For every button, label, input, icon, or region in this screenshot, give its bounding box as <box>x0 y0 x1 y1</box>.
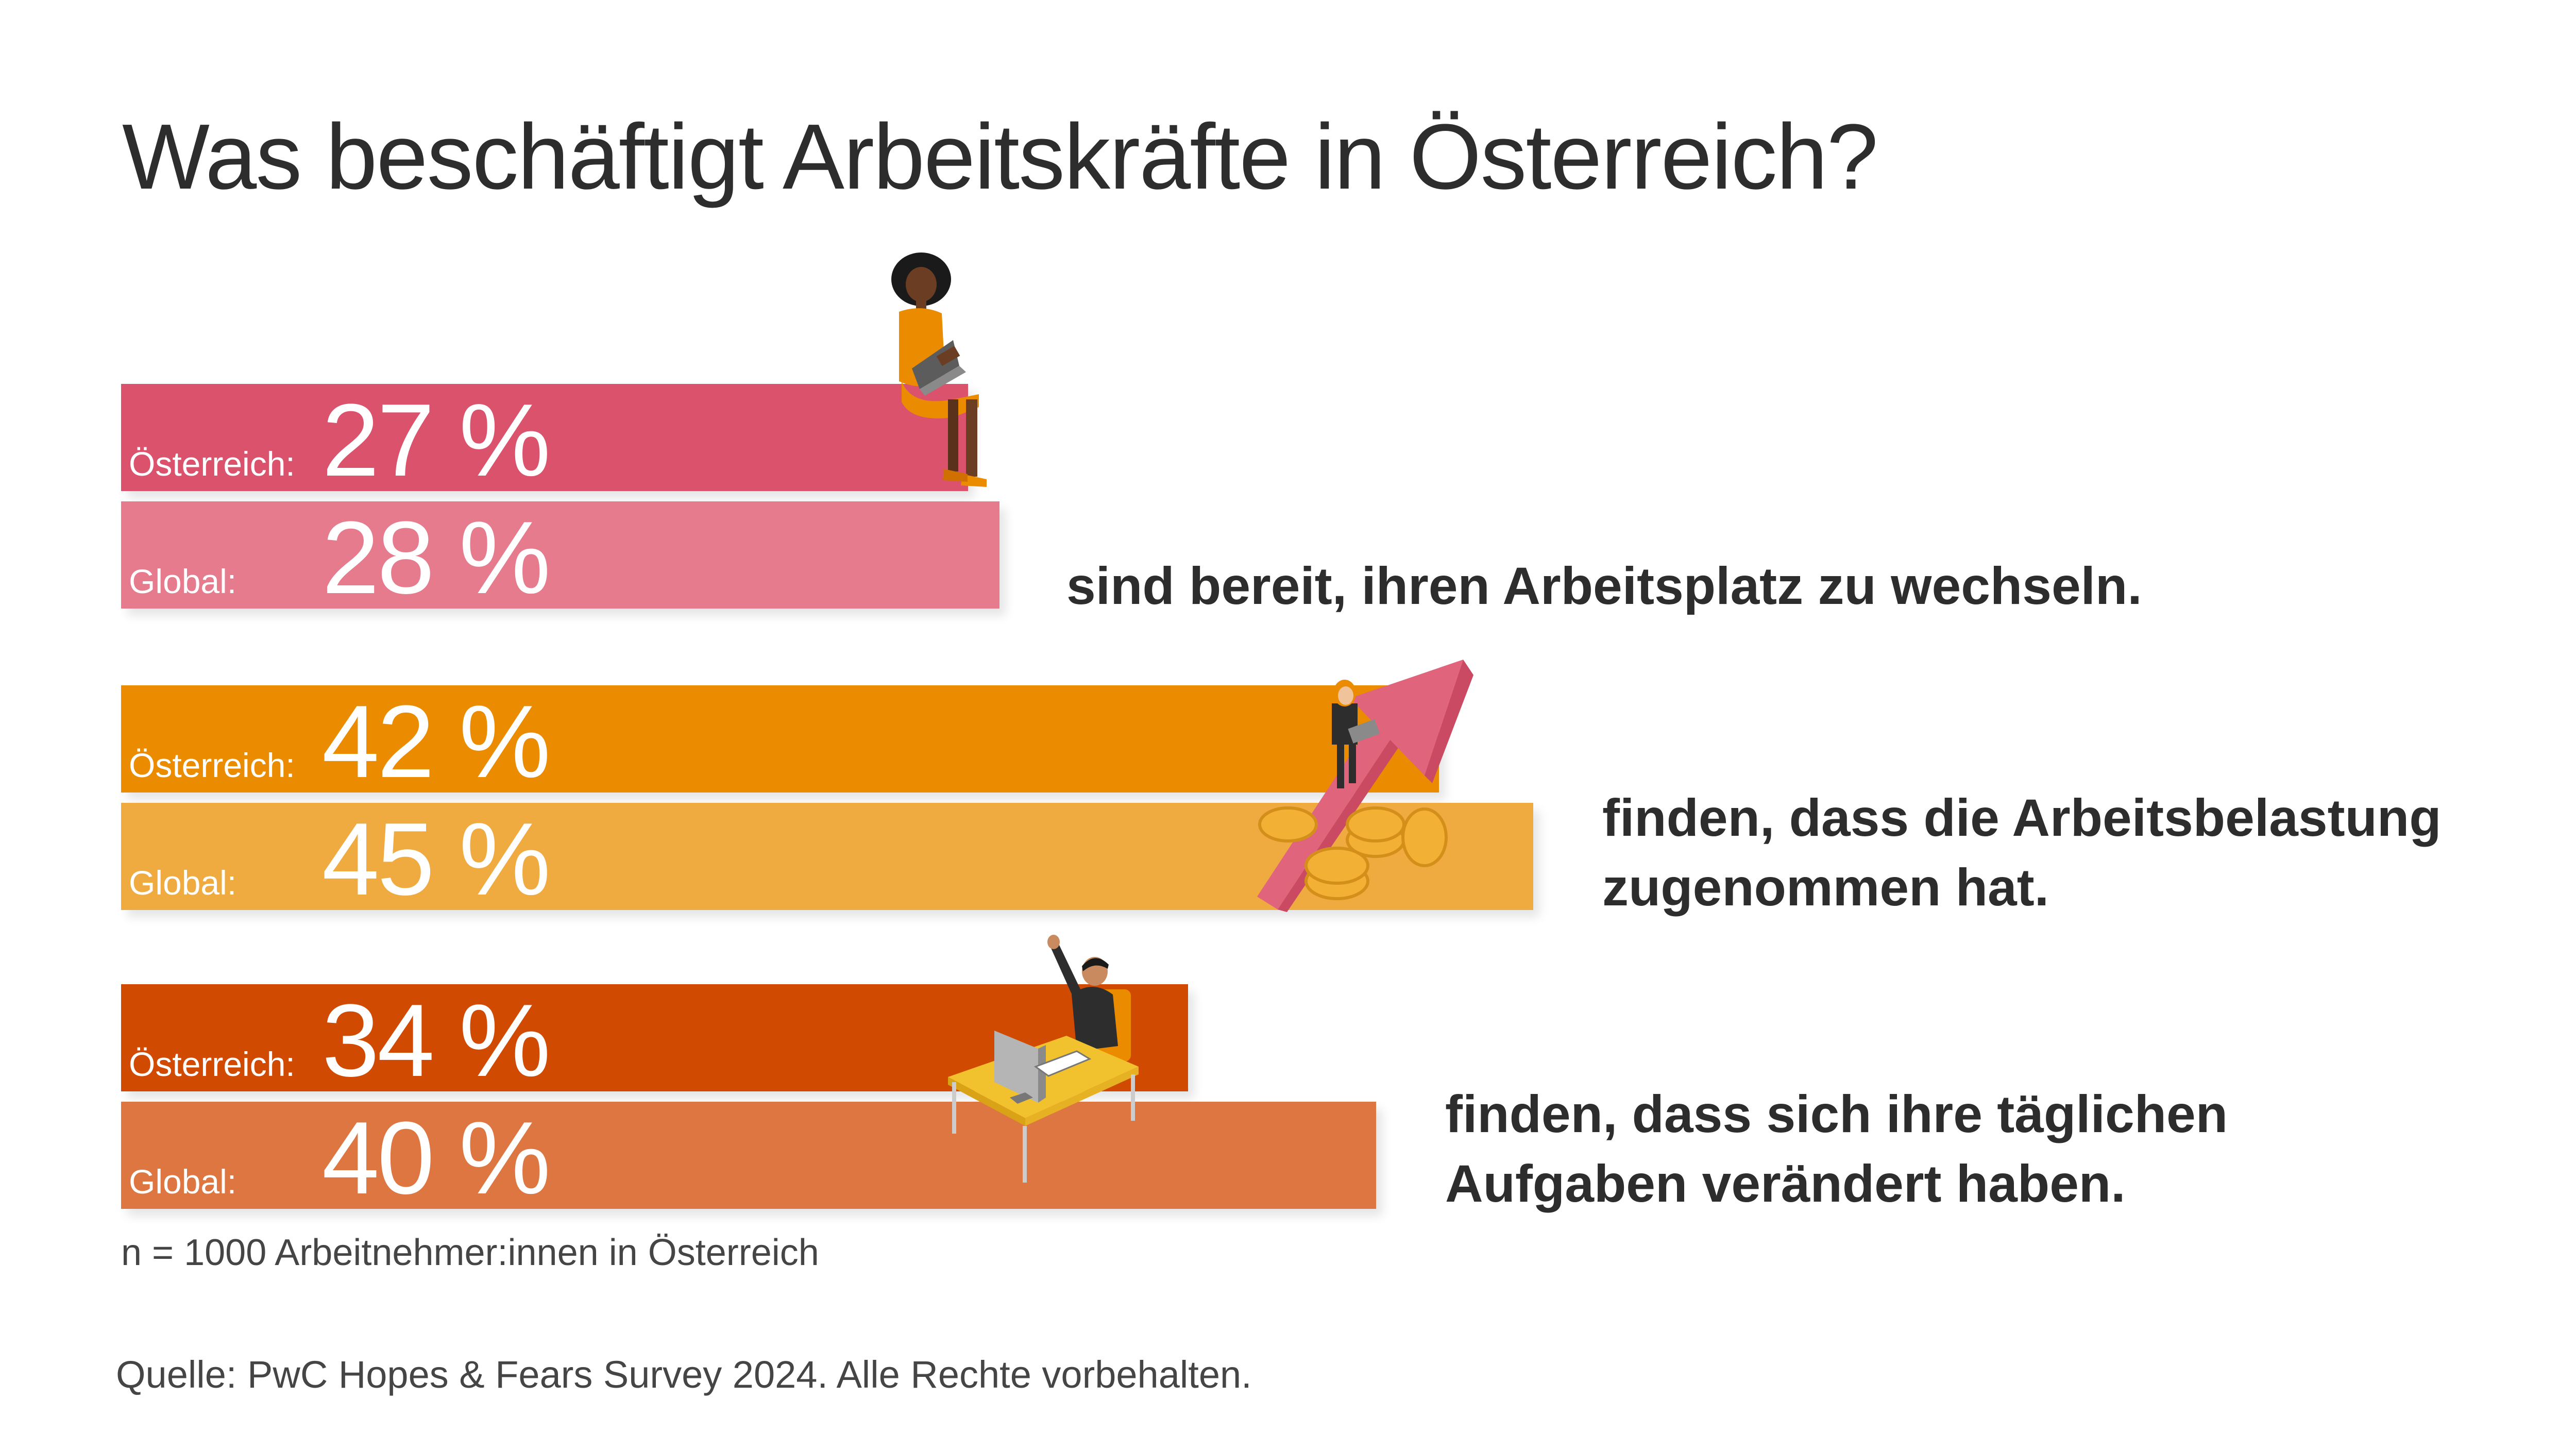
bar-1-global <box>121 501 999 609</box>
bar-value-label: 28 % <box>322 500 551 615</box>
source-note: Quelle: PwC Hopes & Fears Survey 2024. A… <box>116 1353 1252 1396</box>
group-description-2: finden, dass die Arbeitsbelastung zugenom… <box>1602 783 2442 922</box>
bar-label: Österreich: <box>129 1045 295 1083</box>
group-description-3: finden, dass sich ihre täglichen Aufgaben… <box>1445 1080 2228 1218</box>
bar-label: Österreich: <box>129 445 295 483</box>
description-line: zugenommen hat. <box>1602 857 2049 917</box>
bar-value-label: 40 % <box>322 1101 551 1216</box>
bar-value-label: 34 % <box>322 983 551 1098</box>
man-at-desk-illustration <box>948 935 1139 1183</box>
bar-label: Global: <box>129 1162 237 1201</box>
bar-value-label: 45 % <box>322 802 551 917</box>
description-line: finden, dass die Arbeitsbelastung <box>1602 788 2442 847</box>
bar-2-oesterreich <box>121 685 1439 793</box>
group-description-1: sind bereit, ihren Arbeitsplatz zu wechs… <box>1066 551 2142 621</box>
description-line: Aufgaben verändert haben. <box>1445 1154 2126 1213</box>
bar-1-oesterreich <box>121 384 968 491</box>
bar-label: Global: <box>129 562 237 600</box>
chart-title: Was beschäftigt Arbeitskräfte in Österre… <box>122 105 1878 209</box>
bar-3-global <box>121 1102 1376 1209</box>
bar-value-label: 27 % <box>322 383 551 498</box>
rising-arrow-coins-illustration <box>1257 660 1473 912</box>
bar-value-label: 42 % <box>322 684 551 799</box>
description-line: sind bereit, ihren Arbeitsplatz zu wechs… <box>1066 557 2142 615</box>
description-line: finden, dass sich ihre täglichen <box>1445 1085 2228 1143</box>
sample-size-note: n = 1000 Arbeitnehmer:innen in Österreic… <box>121 1232 819 1273</box>
bar-label: Österreich: <box>129 746 295 784</box>
bar-label: Global: <box>129 864 237 902</box>
woman-with-laptop-illustration <box>891 252 987 487</box>
